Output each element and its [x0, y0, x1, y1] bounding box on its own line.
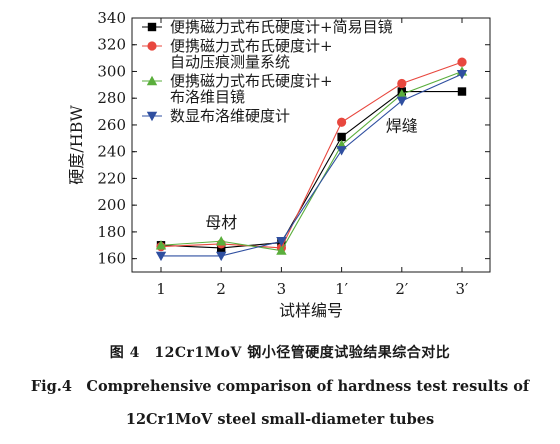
y-tick-label: 340 [97, 9, 126, 27]
series-3-point [155, 240, 167, 250]
legend-label-1: 便携磁力式布氏硬度计+简易目镜 [170, 18, 393, 36]
series-4-point [336, 146, 347, 156]
series-4-point [155, 251, 167, 262]
series-3-point [276, 245, 287, 255]
x-axis-title: 试样编号 [279, 301, 343, 320]
annotation-1: 母材 [205, 213, 237, 232]
series-4-point [216, 251, 227, 262]
y-tick-label: 300 [97, 62, 126, 80]
y-tick-label: 180 [97, 223, 126, 241]
y-tick-label: 200 [97, 196, 126, 214]
series-4-point [456, 69, 468, 80]
series-4-point [396, 96, 407, 107]
hardness-line-chart: 160 180 200 220 240 260 280 300 320 340 1 2 3 1′ 2′ 3′ 试… [67, 9, 491, 320]
caption-english-line-2: 12Cr1MoV steel small-diameter tubes [125, 411, 435, 428]
x-tick-label: 1 [156, 280, 166, 298]
annotation-2: 焊缝 [386, 117, 418, 136]
y-tick-label: 220 [97, 169, 126, 187]
caption-chinese: 图 4 12Cr1MoV 钢小径管硬度试验结果综合对比 [109, 345, 451, 361]
y-axis-title: 硬度/HBW [67, 105, 86, 185]
series-line-2 [160, 61, 463, 249]
legend-label-3: 便携磁力式布氏硬度计+ [170, 72, 333, 90]
plot-frame [131, 17, 491, 273]
x-tick-label: 2 [216, 280, 226, 298]
y-tick-label: 260 [97, 116, 126, 134]
legend-label-3: 布洛维目镜 [170, 88, 245, 106]
legend-label-2: 自动压痕测量系统 [170, 53, 290, 71]
legend-marker-4 [146, 111, 158, 122]
x-tick-label: 1′ [335, 280, 349, 298]
legend-label-4: 数显布洛维硬度计 [170, 107, 290, 125]
series-2-point [397, 78, 407, 89]
series-4-point [276, 237, 287, 247]
legend-marker-1 [147, 22, 157, 32]
series-2-point [457, 57, 467, 67]
legend-marker-2 [147, 41, 157, 51]
series-2-point [337, 117, 347, 127]
series-1-point [337, 132, 346, 142]
series-line-3 [160, 70, 463, 252]
series-3-point [396, 89, 407, 99]
series-1-point [457, 87, 467, 96]
x-tick-label: 3′ [456, 280, 470, 298]
series-line-1 [160, 90, 462, 249]
y-tick-label: 240 [97, 143, 126, 161]
legend-marker-3 [146, 75, 158, 86]
caption-english-line-1: Fig.4 Comprehensive comparison of hardne… [30, 378, 530, 395]
y-tick-label: 160 [97, 250, 126, 268]
x-tick-label: 2′ [395, 280, 409, 298]
x-tick-label: 3 [277, 280, 287, 298]
y-tick-label: 280 [97, 89, 126, 107]
series-3-point [216, 236, 227, 246]
y-tick-label: 320 [97, 36, 126, 54]
legend-label-2: 便携磁力式布氏硬度计+ [170, 37, 333, 55]
series-line-4 [161, 73, 463, 257]
